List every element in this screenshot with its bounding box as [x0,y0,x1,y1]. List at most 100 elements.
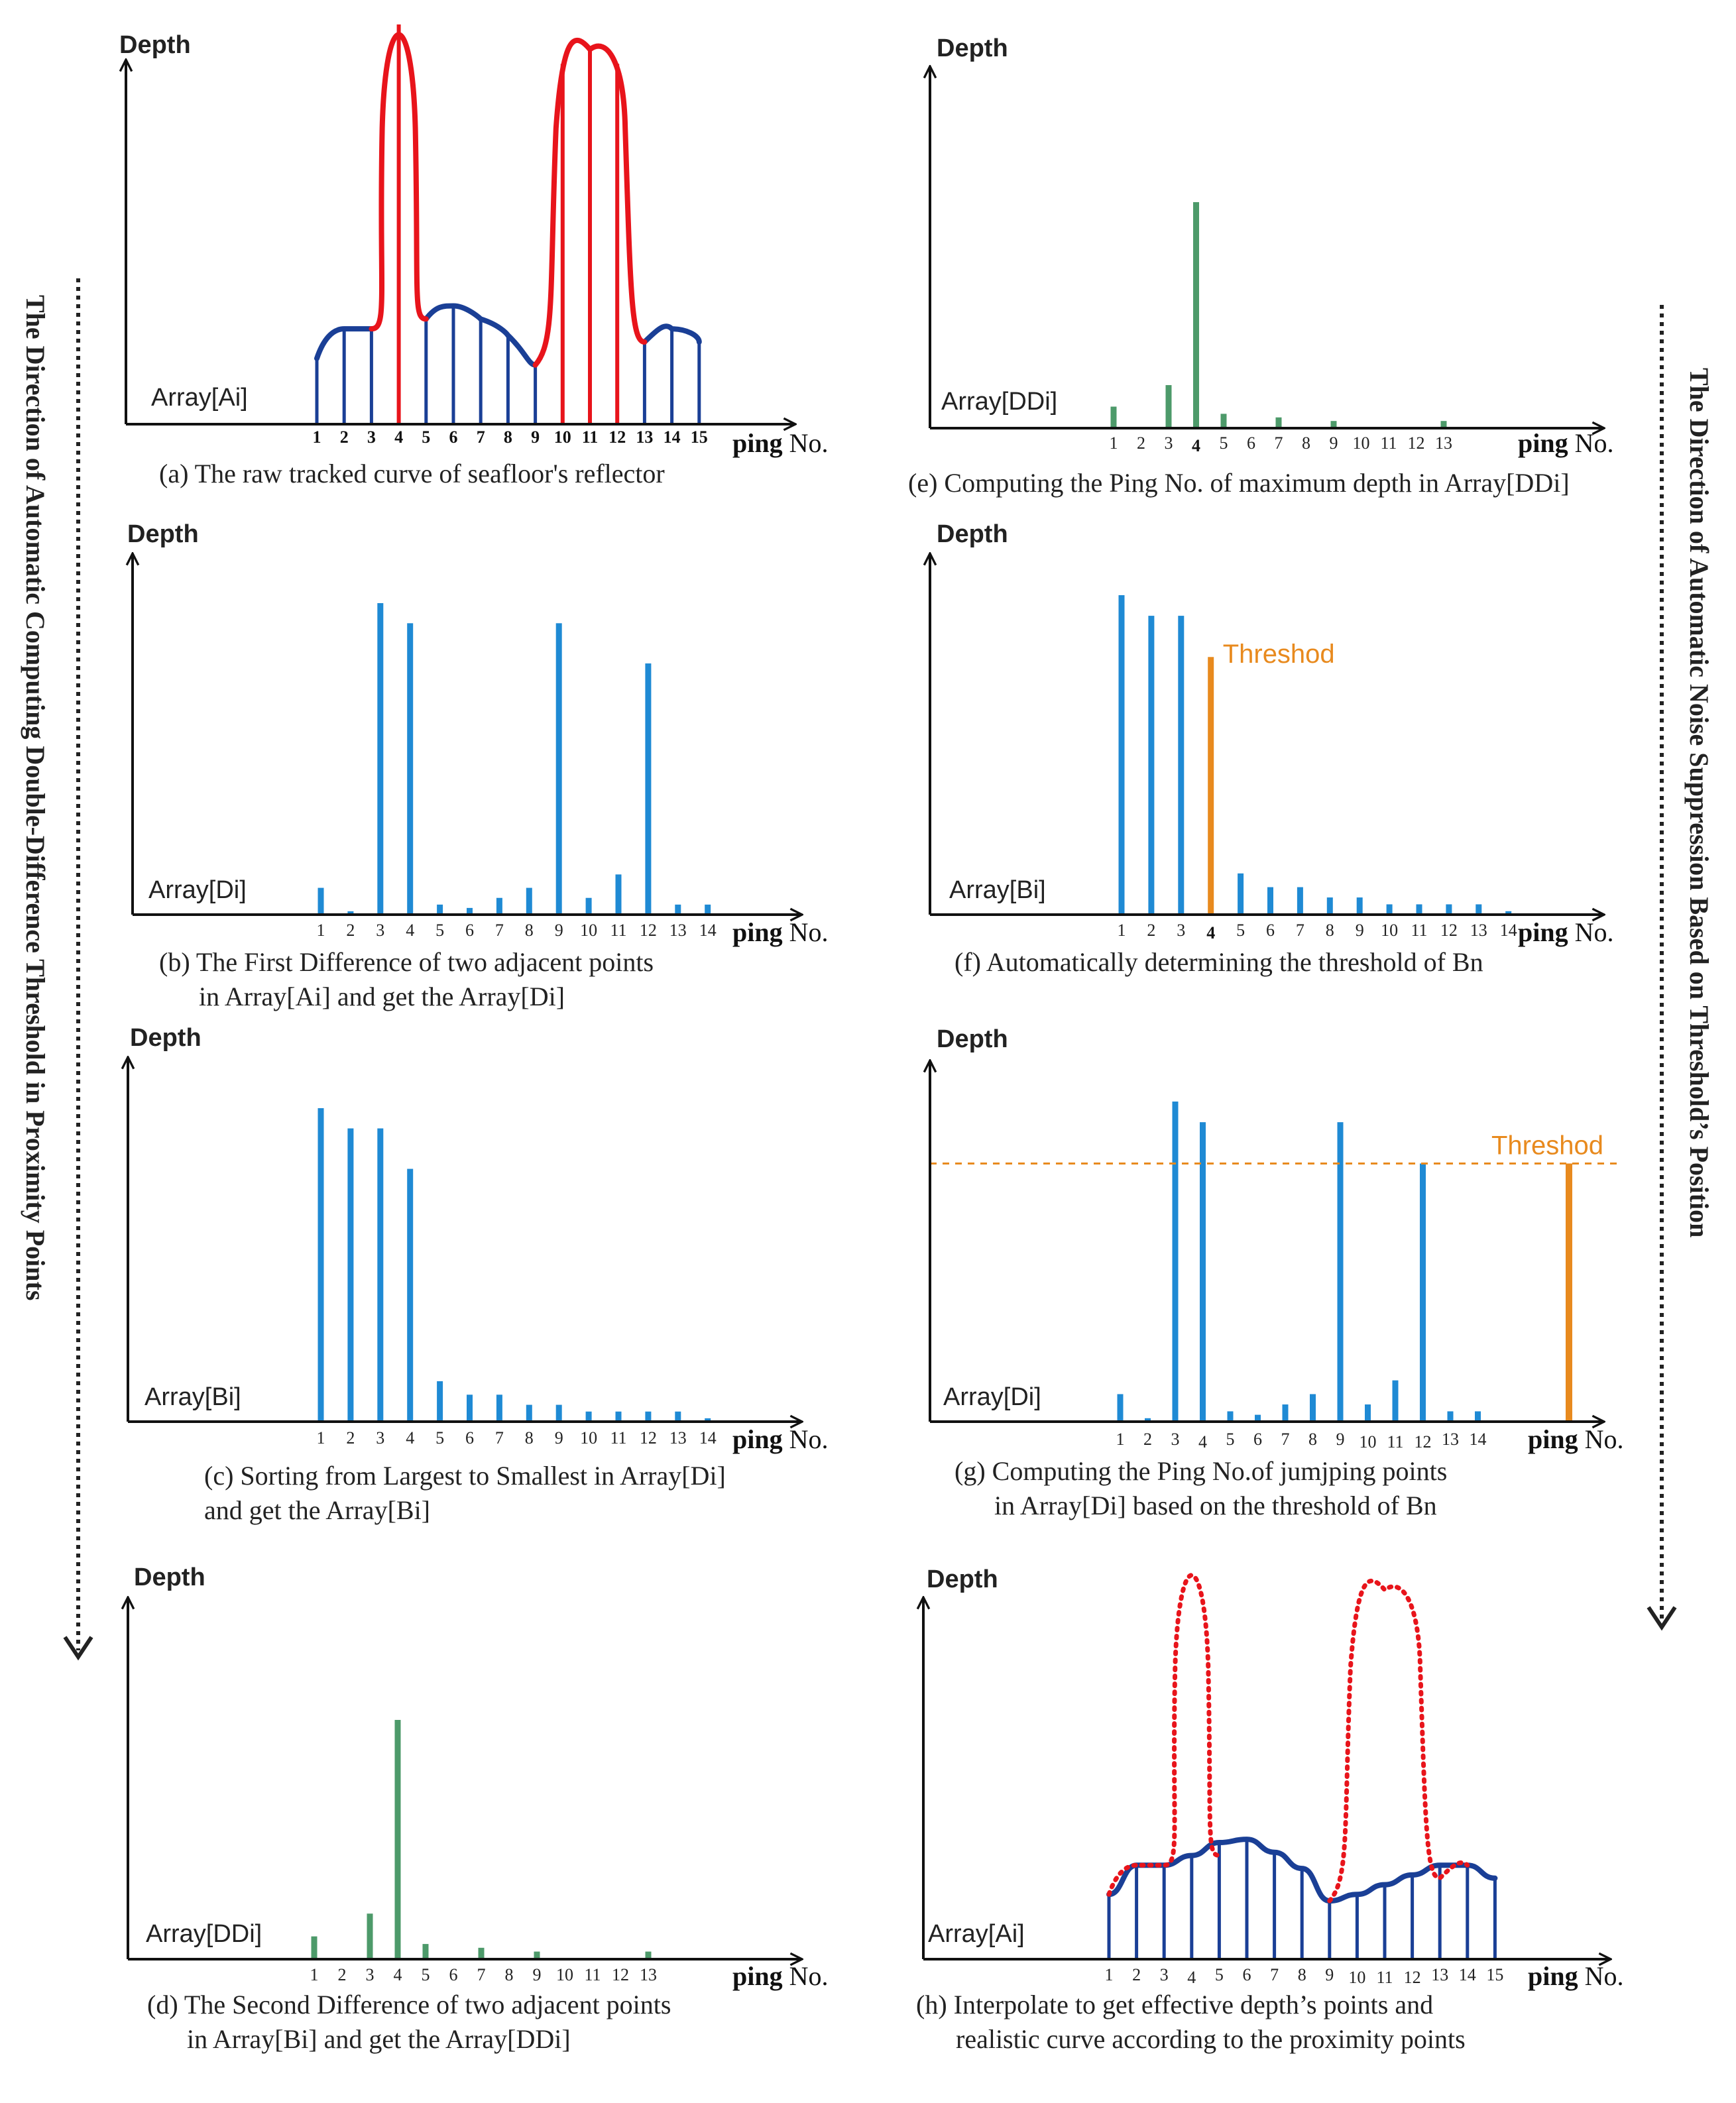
no-word: No. [1585,1424,1624,1454]
c-tick-label: 13 [669,1428,687,1448]
c-tick-label: 8 [525,1428,534,1448]
c-array-label: Array[Bi] [145,1383,241,1411]
f-bar [1148,616,1155,915]
g-tick-label: 5 [1226,1430,1235,1449]
c-bar [615,1411,622,1422]
g-tick-label: 2 [1143,1430,1152,1449]
f-tick-label: 2 [1147,921,1155,940]
f-bar [1208,657,1214,915]
no-word: No. [1585,1961,1624,1991]
g-threshold-label: Threshod [1491,1131,1603,1160]
e-tick-label: 11 [1380,433,1397,453]
g-x-axis-label: ping No. [1528,1424,1624,1454]
g-bar [1392,1380,1399,1422]
f-tick-label: 6 [1266,921,1275,940]
h-tick-label: 5 [1215,1965,1224,1984]
b-tick-label: 1 [317,921,325,940]
g-array-label: Array[Di] [943,1383,1041,1411]
f-bar [1178,616,1185,915]
e-tick-label: 1 [1110,433,1118,453]
d-x-axis-label: ping No. [732,1961,829,1991]
h-caption-line: realistic curve according to the proximi… [956,2024,1466,2054]
d-tick-label: 11 [584,1965,601,1984]
c-tick-label: 11 [610,1428,626,1448]
h-tick-label: 13 [1431,1965,1448,1984]
h-tick-label: 11 [1376,1968,1393,1987]
c-bar [407,1168,414,1422]
g-tick-label: 6 [1253,1430,1262,1449]
a-tick-label: 15 [691,427,708,447]
left-direction-label: The Direction of Automatic Computing Dou… [21,295,50,1300]
a-x-axis-label: ping No. [732,428,829,458]
b-bar [555,623,562,915]
f-bar [1238,873,1244,915]
d-bar [478,1947,485,1959]
g-bar [1200,1122,1206,1422]
h-tick-label: 7 [1270,1965,1279,1984]
g-bar [1420,1163,1426,1422]
g-tick-label: 11 [1387,1432,1403,1451]
f-tick-label: 13 [1470,921,1487,940]
g-bar [1475,1411,1481,1422]
g-bar [1282,1404,1289,1422]
d-bar [394,1720,401,1959]
g-bar [1365,1404,1371,1422]
f-tick-label: 4 [1206,923,1215,942]
c-x-axis-label: ping No. [732,1424,829,1454]
d-tick-label: 8 [505,1965,514,1984]
c-tick-label: 10 [580,1428,597,1448]
b-tick-label: 12 [640,921,657,940]
a-caption-line: (a) The raw tracked curve of seafloor's … [159,459,665,488]
b-bar [526,887,532,915]
c-bar [555,1404,562,1422]
d-tick-label: 3 [366,1965,375,1984]
panel-b: Depth Array[Di] ping No. (b) The First Diffe… [127,520,829,1011]
a-tick-label: 2 [340,427,349,447]
a-y-axis-label: Depth [119,31,191,59]
d-tick-label: 13 [640,1965,657,1984]
a-tick-label: 3 [367,427,376,447]
f-bar [1446,904,1452,915]
ping-word: ping [732,428,783,458]
h-original-noise-dotted [1327,1578,1470,1904]
g-bar [1145,1418,1151,1422]
f-tick-label: 14 [1500,921,1517,940]
b-y-axis-label: Depth [127,520,199,548]
e-bar [1220,414,1227,428]
a-tick-label: 7 [477,427,485,447]
a-tick-label: 4 [394,427,403,447]
b-tick-label: 14 [699,921,717,940]
c-bar [526,1404,532,1422]
a-noise-spike [532,37,648,368]
d-bar [422,1944,429,1959]
c-bar [437,1381,443,1422]
a-noise-spike [369,32,429,332]
no-word: No. [789,428,829,458]
f-threshold-label: Threshod [1223,640,1335,669]
c-tick-label: 9 [555,1428,563,1448]
f-tick-label: 3 [1177,921,1185,940]
e-bar [1165,385,1172,428]
d-tick-label: 6 [449,1965,458,1984]
h-tick-label: 14 [1459,1965,1476,1984]
g-threshold-bar [1566,1163,1572,1422]
b-tick-label: 11 [610,921,626,940]
f-bar [1267,887,1273,915]
g-caption-line: in Array[Di] based on the threshold of B… [994,1491,1437,1520]
a-tick-label: 14 [664,427,681,447]
f-bar [1476,904,1482,915]
g-bar [1172,1102,1179,1422]
no-word: No. [789,917,829,947]
g-y-axis-label: Depth [937,1025,1008,1053]
c-bar [675,1411,681,1422]
h-tick-label: 15 [1486,1965,1503,1984]
a-tick-label: 6 [449,427,458,447]
f-y-axis-label: Depth [937,520,1008,548]
ping-word: ping [732,1961,783,1991]
d-caption-line: in Array[Bi] and get the Array[DDi] [187,2024,571,2054]
c-tick-label: 6 [465,1428,474,1448]
h-original-noise-dotted [1106,1573,1222,1897]
d-tick-label: 9 [533,1965,542,1984]
a-tick-label: 10 [554,427,571,447]
